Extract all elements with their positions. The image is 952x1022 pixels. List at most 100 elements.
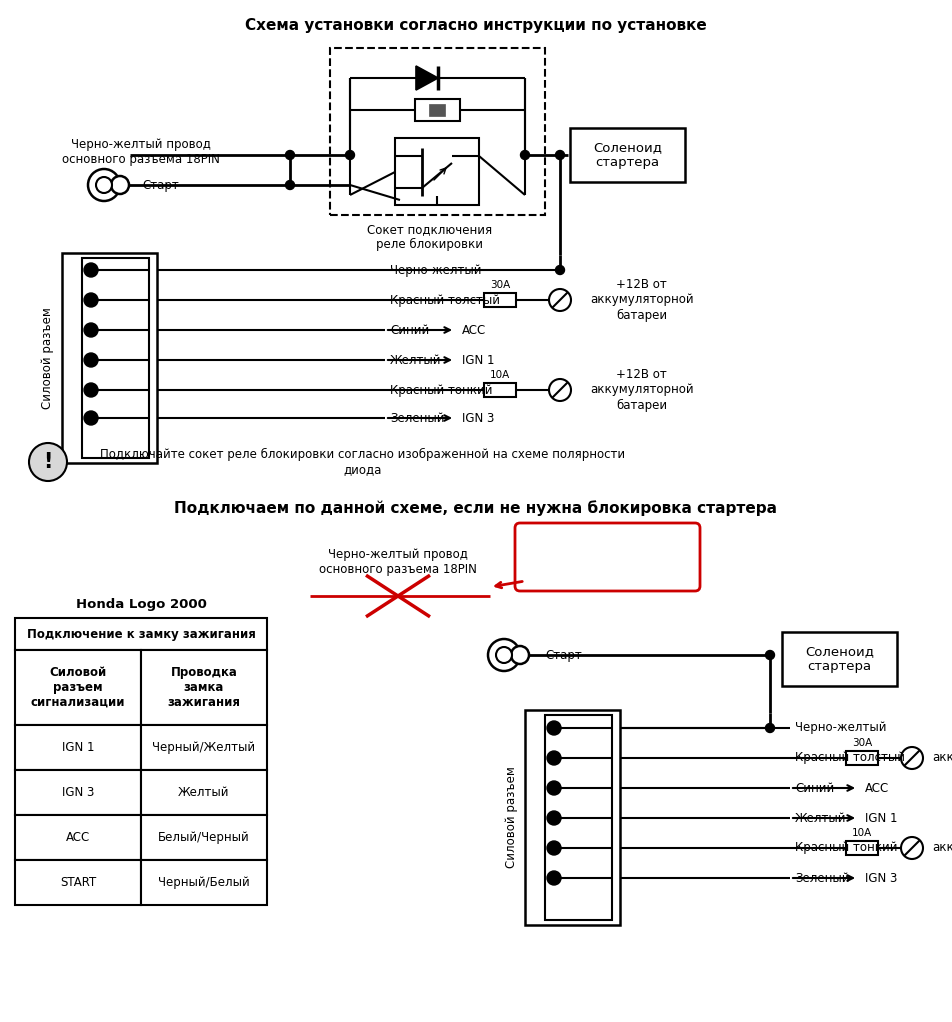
Text: ACC: ACC bbox=[66, 831, 90, 844]
Text: Зеленый: Зеленый bbox=[390, 412, 445, 424]
Text: ACC: ACC bbox=[865, 782, 889, 794]
Bar bbox=[846, 841, 878, 855]
Bar bbox=[15, 770, 141, 815]
Circle shape bbox=[346, 150, 354, 159]
Bar bbox=[415, 99, 460, 121]
Circle shape bbox=[84, 293, 98, 307]
Text: Черный/Белый: Черный/Белый bbox=[158, 876, 249, 889]
Text: Старт: Старт bbox=[142, 179, 179, 191]
Text: Красный тонкий: Красный тонкий bbox=[390, 383, 492, 397]
Bar bbox=[15, 725, 141, 770]
Text: Черно-желтый: Черно-желтый bbox=[390, 264, 482, 277]
Circle shape bbox=[111, 176, 129, 194]
Text: IGN 1: IGN 1 bbox=[62, 741, 94, 754]
Text: 10A: 10A bbox=[490, 370, 510, 380]
Bar bbox=[395, 138, 479, 205]
Text: 30A: 30A bbox=[490, 280, 510, 290]
Text: Красный толстый: Красный толстый bbox=[795, 751, 905, 764]
Circle shape bbox=[556, 266, 565, 275]
Bar bbox=[62, 253, 157, 463]
Text: Старт: Старт bbox=[545, 649, 582, 661]
Bar bbox=[570, 128, 685, 182]
Circle shape bbox=[547, 751, 561, 765]
Text: Honda Logo 2000: Honda Logo 2000 bbox=[75, 598, 207, 610]
Circle shape bbox=[84, 263, 98, 277]
Circle shape bbox=[547, 721, 561, 735]
Bar bbox=[15, 860, 141, 905]
Text: 30A: 30A bbox=[852, 738, 872, 748]
Circle shape bbox=[84, 353, 98, 367]
Bar bbox=[82, 258, 149, 458]
Circle shape bbox=[511, 646, 529, 664]
Circle shape bbox=[96, 177, 112, 193]
FancyBboxPatch shape bbox=[515, 523, 700, 591]
Bar bbox=[141, 725, 267, 770]
Circle shape bbox=[84, 411, 98, 425]
Bar bbox=[15, 650, 141, 725]
Bar bbox=[141, 650, 267, 725]
Text: Силовой разъем: Силовой разъем bbox=[505, 766, 518, 869]
Bar bbox=[141, 815, 267, 860]
Circle shape bbox=[286, 181, 294, 189]
Circle shape bbox=[521, 150, 529, 159]
Text: IGN 3: IGN 3 bbox=[865, 872, 898, 884]
Text: ACC: ACC bbox=[462, 324, 486, 336]
Text: Зеленый: Зеленый bbox=[795, 872, 849, 884]
Bar bbox=[429, 104, 445, 117]
Text: Белый/Черный: Белый/Черный bbox=[158, 831, 249, 844]
Text: Черный/Желтый: Черный/Желтый bbox=[152, 741, 255, 754]
Circle shape bbox=[488, 639, 520, 671]
Text: Силовой
разъем
сигнализации: Силовой разъем сигнализации bbox=[30, 666, 126, 709]
Text: Не подключаем, провод
можно извлечь из колодки: Не подключаем, провод можно извлечь из к… bbox=[523, 543, 692, 571]
Text: 10A: 10A bbox=[852, 828, 872, 838]
Text: Соленоид
стартера: Соленоид стартера bbox=[805, 645, 874, 673]
Text: Соленоид
стартера: Соленоид стартера bbox=[593, 141, 662, 169]
Text: +12В от
аккумуляторной
батареи: +12В от аккумуляторной батареи bbox=[590, 369, 694, 412]
Text: Проводка
замка
зажигания: Проводка замка зажигания bbox=[168, 666, 241, 709]
Text: Черно-желтый: Черно-желтый bbox=[795, 722, 886, 735]
Text: Желтый: Желтый bbox=[390, 354, 442, 367]
Circle shape bbox=[496, 647, 512, 663]
Bar bbox=[484, 293, 516, 307]
Circle shape bbox=[547, 841, 561, 855]
Text: Желтый: Желтый bbox=[795, 811, 846, 825]
Text: Подключаем по данной схеме, если не нужна блокировка стартера: Подключаем по данной схеме, если не нужн… bbox=[174, 500, 778, 516]
Text: Красный тонкий: Красный тонкий bbox=[795, 841, 898, 854]
Bar bbox=[141, 770, 267, 815]
Text: +12В от
аккумуляторной
батареи: +12В от аккумуляторной батареи bbox=[932, 737, 952, 780]
Text: Черно-желтый провод
основного разъема 18PIN: Черно-желтый провод основного разъема 18… bbox=[319, 548, 477, 576]
Circle shape bbox=[547, 811, 561, 825]
Bar bbox=[15, 815, 141, 860]
Bar bbox=[846, 751, 878, 765]
Circle shape bbox=[29, 443, 67, 481]
Text: Схема установки согласно инструкции по установке: Схема установки согласно инструкции по у… bbox=[245, 18, 707, 33]
Text: Синий: Синий bbox=[795, 782, 834, 794]
Circle shape bbox=[84, 323, 98, 337]
Text: Сокет подключения
реле блокировки: Сокет подключения реле блокировки bbox=[367, 223, 492, 251]
Text: Черно-желтый провод
основного разъема 18PIN: Черно-желтый провод основного разъема 18… bbox=[62, 138, 220, 166]
Text: +12В от
аккумуляторной
батареи: +12В от аккумуляторной батареи bbox=[590, 278, 694, 322]
Text: IGN 3: IGN 3 bbox=[462, 412, 494, 424]
Text: !: ! bbox=[43, 452, 52, 472]
Text: IGN 1: IGN 1 bbox=[462, 354, 494, 367]
Bar bbox=[782, 632, 897, 686]
Circle shape bbox=[88, 169, 120, 201]
Circle shape bbox=[547, 781, 561, 795]
Text: IGN 3: IGN 3 bbox=[62, 786, 94, 799]
Circle shape bbox=[547, 871, 561, 885]
Bar bbox=[525, 710, 620, 925]
Text: IGN 1: IGN 1 bbox=[865, 811, 898, 825]
Bar bbox=[330, 48, 545, 215]
Text: Подключайте сокет реле блокировки согласно изображенной на схеме полярности
диод: Подключайте сокет реле блокировки соглас… bbox=[100, 448, 625, 476]
Circle shape bbox=[765, 724, 775, 733]
Circle shape bbox=[556, 150, 565, 159]
Bar bbox=[141, 860, 267, 905]
Circle shape bbox=[286, 150, 294, 159]
Text: Синий: Синий bbox=[390, 324, 429, 336]
Circle shape bbox=[765, 650, 775, 659]
Text: Желтый: Желтый bbox=[178, 786, 229, 799]
Text: Красный толстый: Красный толстый bbox=[390, 293, 500, 307]
Text: +12В от
аккумуляторной
батареи: +12В от аккумуляторной батареи bbox=[932, 827, 952, 870]
Polygon shape bbox=[416, 66, 438, 90]
Text: Подключение к замку зажигания: Подключение к замку зажигания bbox=[27, 628, 255, 641]
